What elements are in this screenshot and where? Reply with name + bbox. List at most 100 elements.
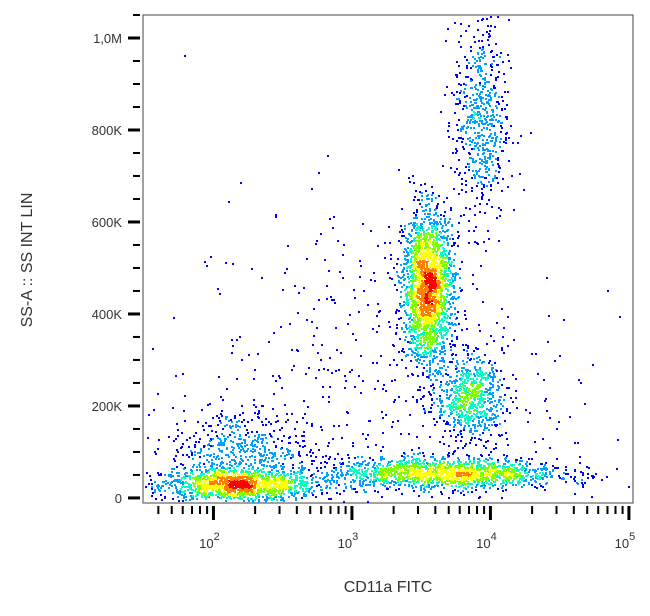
event-dot [595, 473, 597, 475]
event-dot [516, 459, 518, 461]
event-dot [190, 484, 192, 486]
event-dot [203, 492, 205, 494]
event-dot [355, 474, 357, 476]
event-dot [427, 338, 429, 340]
event-dot [281, 487, 283, 489]
event-dot [282, 491, 284, 493]
event-dot [414, 222, 416, 224]
event-dot [212, 445, 214, 447]
event-dot [434, 261, 436, 263]
event-dot [263, 478, 265, 480]
event-dot [555, 467, 557, 469]
event-dot [479, 469, 481, 471]
event-dot [301, 497, 303, 499]
event-dot [221, 410, 223, 412]
event-dot [433, 223, 435, 225]
event-dot [429, 213, 431, 215]
event-dot [209, 483, 211, 485]
event-dot [181, 432, 183, 434]
event-dot [343, 490, 345, 492]
event-dot [426, 264, 428, 266]
event-dot [341, 472, 343, 474]
event-dot [248, 473, 250, 475]
event-dot [265, 437, 267, 439]
event-dot [406, 328, 408, 330]
event-dot [175, 486, 177, 488]
event-dot [330, 498, 332, 500]
event-dot [428, 484, 430, 486]
event-dot [403, 279, 405, 281]
event-dot [431, 278, 433, 280]
event-dot [442, 165, 444, 167]
event-dot [367, 464, 369, 466]
event-dot [393, 481, 395, 483]
event-dot [319, 477, 321, 479]
event-dot [262, 496, 264, 498]
event-dot [382, 474, 384, 476]
event-dot [458, 463, 460, 465]
event-dot [436, 239, 438, 241]
event-dot [468, 457, 470, 459]
event-dot [458, 486, 460, 488]
event-dot [331, 474, 333, 476]
event-dot [394, 284, 396, 286]
event-dot [503, 463, 505, 465]
event-dot [294, 490, 296, 492]
event-dot [286, 454, 288, 456]
event-dot [227, 491, 229, 493]
event-dot [333, 467, 335, 469]
event-dot [488, 469, 490, 471]
event-dot [271, 498, 273, 500]
event-dot [431, 274, 433, 276]
event-dot [606, 476, 608, 478]
event-dot [415, 214, 417, 216]
event-dot [199, 462, 201, 464]
event-dot [451, 361, 453, 363]
event-dot [471, 483, 473, 485]
event-dot [190, 487, 192, 489]
event-dot [453, 273, 455, 275]
event-dot [233, 447, 235, 449]
event-dot [311, 479, 313, 481]
event-dot [341, 475, 343, 477]
event-dot [306, 490, 308, 492]
event-dot [423, 460, 425, 462]
event-dot [401, 328, 403, 330]
event-dot [213, 453, 215, 455]
event-dot [230, 440, 232, 442]
event-dot [151, 486, 153, 488]
event-dot [549, 473, 551, 475]
event-dot [436, 479, 438, 481]
event-dot [412, 487, 414, 489]
event-dot [225, 472, 227, 474]
event-dot [397, 473, 399, 475]
event-dot [422, 244, 424, 246]
event-dot [412, 462, 414, 464]
event-dot [579, 462, 581, 464]
event-dot [420, 309, 422, 311]
event-dot [236, 421, 238, 423]
event-dot [377, 467, 379, 469]
event-dot [429, 240, 431, 242]
event-dot [557, 467, 559, 469]
event-dot [183, 495, 185, 497]
event-dot [256, 431, 258, 433]
event-dot [294, 482, 296, 484]
event-dot [205, 471, 207, 473]
event-dot [422, 257, 424, 259]
event-dot [404, 258, 406, 260]
event-dot [454, 279, 456, 281]
event-dot [174, 484, 176, 486]
event-dot [205, 493, 207, 495]
event-dot [445, 299, 447, 301]
event-dot [436, 207, 438, 209]
event-dot [424, 318, 426, 320]
event-dot [551, 475, 553, 477]
event-dot [234, 484, 236, 486]
event-dot [260, 482, 262, 484]
event-dot [221, 442, 223, 444]
event-dot [258, 412, 260, 414]
event-dot [420, 489, 422, 491]
event-dot [449, 480, 451, 482]
event-dot [409, 251, 411, 253]
